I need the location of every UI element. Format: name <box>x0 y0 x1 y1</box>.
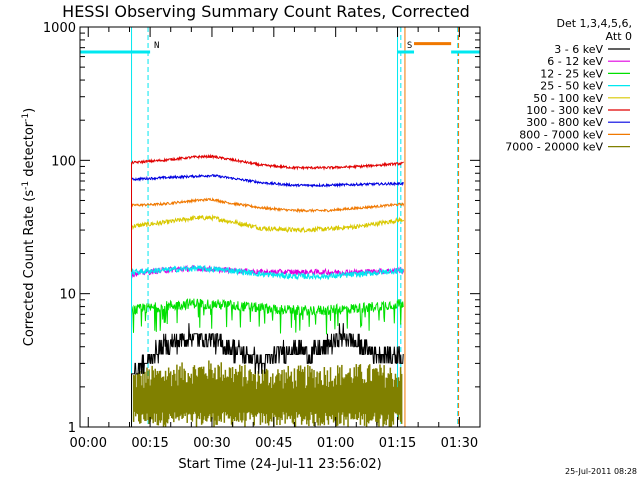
legend-entry-label: 300 - 800 keV <box>526 116 603 129</box>
legend-entry: 25 - 50 keV <box>540 80 630 93</box>
legend-entry-label: 12 - 25 keV <box>540 67 603 80</box>
x-tick-label: 00:30 <box>193 436 230 451</box>
axes-layer: 1 10 100 1000 00:00 00:15 00:30 00:45 01:00 01:15… <box>43 21 481 451</box>
legend-entry: 100 - 300 keV <box>526 104 630 117</box>
y-tick-label: 10 <box>59 288 76 303</box>
x-tick-label: 00:15 <box>131 436 168 451</box>
legend-entry: 50 - 100 keV <box>533 92 630 105</box>
series-100-300kev <box>131 153 404 427</box>
chart-title: HESSI Observing Summary Count Rates, Cor… <box>62 2 470 21</box>
y-axis-label-part1: Corrected Count Rate (s <box>22 190 37 347</box>
legend-entry: 300 - 800 keV <box>526 116 630 129</box>
series-25-50kev <box>131 264 405 427</box>
legend-entry-label: 100 - 300 keV <box>526 104 603 117</box>
legend-entry: 12 - 25 keV <box>540 67 630 80</box>
series-line <box>131 197 405 427</box>
series-line <box>131 153 404 427</box>
series-12-25kev <box>131 298 404 427</box>
x-tick-label: 00:45 <box>255 436 292 451</box>
series-3-6kev <box>131 323 404 427</box>
legend-header-line2: Att 0 <box>606 30 632 43</box>
series-line <box>131 213 405 427</box>
footer-date: 25-Jul-2011 08:28 <box>565 467 637 476</box>
legend-entry-label: 7000 - 20000 keV <box>505 141 603 154</box>
series-300-800kev <box>131 173 404 427</box>
legend-entry-label: 800 - 7000 keV <box>519 128 603 141</box>
y-axis-label-sup1: -1 <box>21 181 31 190</box>
plot-frame <box>79 26 481 428</box>
legend-entry-label: 50 - 100 keV <box>533 92 603 105</box>
y-axis-label-part2: detector <box>22 121 37 181</box>
legend-entry: 7000 - 20000 keV <box>505 141 630 154</box>
legend-entry: 800 - 7000 keV <box>519 128 630 141</box>
y-axis-label-part3: ) <box>22 108 37 113</box>
series-line <box>131 323 404 427</box>
y-tick-label: 1 <box>68 421 76 436</box>
series-50-100kev <box>131 213 405 427</box>
series-line <box>131 173 404 427</box>
series-line <box>131 264 405 427</box>
legend-entry-label: 3 - 6 keV <box>554 43 603 56</box>
y-tick-label: 100 <box>51 154 76 169</box>
legend-entry: 3 - 6 keV <box>554 43 630 56</box>
y-axis-label: Corrected Count Rate (s-1 detector-1) <box>21 108 37 346</box>
series-7000-20000kev <box>132 360 403 427</box>
series-layer <box>131 153 405 427</box>
y-tick-label: 1000 <box>43 21 76 36</box>
legend-header-line1: Det 1,3,4,5,6, <box>556 17 632 30</box>
x-tick-label: 00:00 <box>70 436 107 451</box>
series-800-7000kev <box>131 197 405 427</box>
legend-entry-label: 25 - 50 keV <box>540 80 603 93</box>
legend-entry-label: 6 - 12 keV <box>547 55 603 68</box>
marker-label-s: S <box>407 41 412 51</box>
x-tick-label: 01:00 <box>317 436 354 451</box>
series-line <box>131 298 404 427</box>
x-tick-label: 01:15 <box>379 436 416 451</box>
y-axis-label-sup2: -1 <box>21 113 31 122</box>
x-tick-label: 01:30 <box>441 436 478 451</box>
marker-label-n: N <box>154 41 159 51</box>
x-axis-label: Start Time (24-Jul-11 23:56:02) <box>178 457 381 472</box>
legend-entry: 6 - 12 keV <box>547 55 630 68</box>
